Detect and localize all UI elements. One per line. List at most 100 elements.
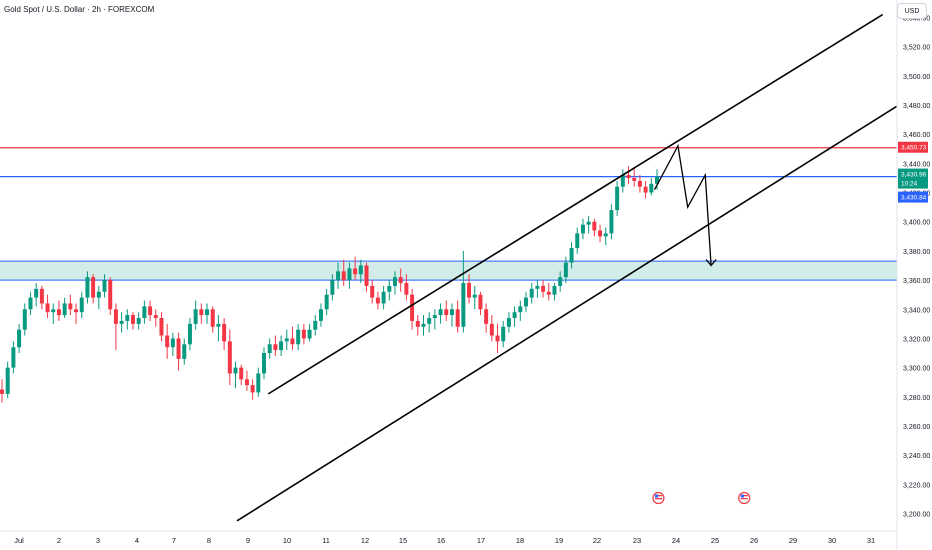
projection-path <box>653 143 712 266</box>
candle-body <box>148 306 153 316</box>
y-tick-label: 3,360.00 <box>903 278 930 285</box>
x-tick-label: 18 <box>516 536 524 545</box>
candle-body <box>199 309 204 316</box>
x-tick-label: 9 <box>246 536 250 545</box>
candle-body <box>563 262 568 278</box>
candle-body <box>381 291 386 304</box>
candle-body <box>142 306 147 319</box>
y-tick-label: 3,200.00 <box>903 511 930 518</box>
candle-body <box>113 309 118 324</box>
candle <box>620 169 625 193</box>
candle-body <box>347 268 352 281</box>
flag-stripe <box>740 498 748 500</box>
candle <box>381 285 386 310</box>
candle <box>586 215 591 234</box>
candle <box>449 303 454 327</box>
candle <box>290 326 295 351</box>
x-tick-label: Jul <box>14 536 24 545</box>
y-tick-label: 3,400.00 <box>903 220 930 227</box>
x-tick-label: 2 <box>57 536 61 545</box>
candle <box>398 268 403 292</box>
candle-body <box>216 323 221 327</box>
candle <box>518 300 523 321</box>
candle-body <box>449 309 454 316</box>
candle-body <box>655 176 659 184</box>
candle <box>79 291 84 319</box>
candle <box>336 262 341 289</box>
candle-body <box>284 338 289 342</box>
x-tick-label: 10 <box>283 536 291 545</box>
candle-body <box>421 323 426 327</box>
y-tick-label: 3,320.00 <box>903 336 930 343</box>
candle-body <box>620 175 625 187</box>
candle-body <box>17 329 22 348</box>
candle-body <box>353 268 358 275</box>
candle-body <box>529 288 534 298</box>
candle <box>353 256 358 281</box>
price-axis <box>897 0 932 550</box>
candle-body <box>598 230 603 237</box>
y-tick-label: 3,240.00 <box>903 453 930 460</box>
candle <box>267 338 272 359</box>
candle <box>34 283 39 307</box>
candle-body <box>85 277 90 298</box>
candle-body <box>96 291 101 298</box>
candle-body <box>552 285 557 295</box>
x-tick-label: 26 <box>750 536 758 545</box>
flag-us-icon <box>738 491 751 505</box>
candle <box>193 300 198 330</box>
x-tick-label: 12 <box>361 536 369 545</box>
candle-body <box>5 367 10 394</box>
candle-body <box>279 341 284 351</box>
candle <box>96 285 101 310</box>
x-tick-label: 25 <box>711 536 719 545</box>
candle <box>222 318 227 351</box>
x-tick-label: 11 <box>322 536 330 545</box>
green-price-label: 3,430.96 10:24 <box>898 168 928 189</box>
candle-body <box>427 318 432 324</box>
candle-body <box>250 385 255 393</box>
candle-body <box>336 271 341 281</box>
candle-body <box>68 303 73 310</box>
candle-body <box>273 344 278 351</box>
candle-body <box>615 186 620 211</box>
candle-body <box>0 389 4 394</box>
candle-body <box>455 309 460 327</box>
candle <box>609 204 614 240</box>
candle <box>227 329 232 386</box>
candle-body <box>91 277 96 298</box>
candle <box>85 271 90 304</box>
candle-body <box>393 277 397 286</box>
candle-body <box>558 277 563 286</box>
x-tick-label: 7 <box>172 536 176 545</box>
candle-body <box>592 221 597 231</box>
candle <box>182 338 187 365</box>
x-tick-label: 17 <box>477 536 485 545</box>
candle <box>558 271 563 292</box>
candle <box>415 315 420 336</box>
candle <box>478 291 483 316</box>
candle-body <box>159 318 164 336</box>
candle-body <box>643 186 648 193</box>
candle <box>279 335 284 356</box>
candle <box>113 303 118 351</box>
candle-body <box>28 297 33 310</box>
price-label-text: 3,430.84 <box>901 195 927 202</box>
candle <box>210 306 215 333</box>
x-tick-label: 16 <box>437 536 445 545</box>
candle-body <box>45 303 50 313</box>
candle <box>74 303 79 324</box>
candle-body <box>461 283 466 327</box>
candle <box>472 285 477 310</box>
candle-body <box>478 294 483 310</box>
candle <box>484 303 489 333</box>
candle-body <box>108 280 113 310</box>
candle-body <box>370 285 375 298</box>
y-tick-label: 3,300.00 <box>903 366 930 373</box>
candle <box>563 256 568 284</box>
candle <box>541 280 546 298</box>
currency-button[interactable]: USD <box>897 3 927 19</box>
candle <box>580 218 585 240</box>
candle-body <box>364 265 369 286</box>
